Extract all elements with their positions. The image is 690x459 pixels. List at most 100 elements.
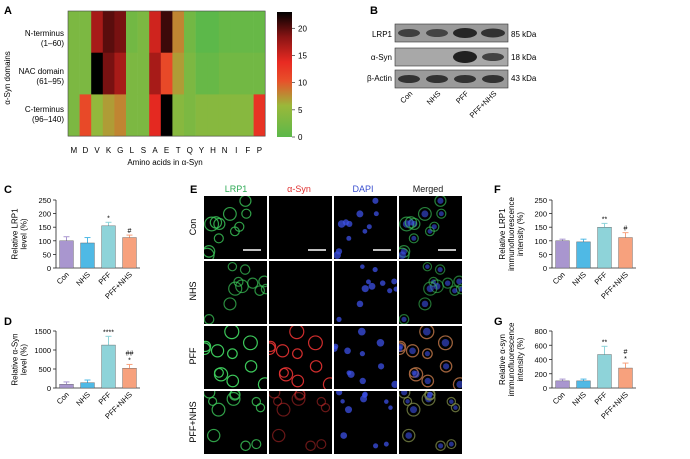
micrograph-tile	[334, 196, 397, 259]
micrograph-cell	[429, 221, 440, 232]
micrograph-cell	[437, 335, 453, 351]
micrograph-nucleus	[372, 266, 378, 273]
chart-bar	[555, 240, 570, 269]
micrograph-cell	[294, 391, 306, 400]
micrograph-cell	[273, 396, 283, 406]
chart-ytick-label: 200	[534, 370, 547, 379]
micrograph-cell	[204, 342, 211, 356]
micrograph-tile	[399, 391, 462, 454]
heatmap-xtick-label: I	[235, 146, 237, 155]
chart-ytick-label: 0	[543, 264, 547, 273]
chart-ylabel-line: Relative α-Syn	[11, 333, 20, 385]
chart-bar	[101, 225, 116, 269]
chart-ylabel: Relative α-Synlevel (%)	[11, 333, 29, 385]
blot-strip-actin	[394, 69, 509, 89]
chart-xtick-label: NHS	[570, 270, 588, 288]
heatmap-cell	[68, 94, 80, 137]
heatmap-cell	[172, 94, 185, 137]
heatmap-row-range-c: (96–140)	[32, 115, 64, 124]
micrograph-nucleus	[438, 443, 444, 449]
heatmap-cell	[218, 11, 231, 53]
heatmap-cell	[242, 94, 254, 137]
micrograph-nucleus	[334, 251, 341, 259]
micrograph-nucleus	[407, 219, 415, 226]
chart-ytick-label: 250	[38, 196, 51, 205]
chart-ytick-label: 150	[534, 223, 547, 232]
micrograph-nucleus	[340, 399, 345, 404]
heatmap-cell	[137, 11, 150, 53]
blot-label-actin: β-Actin	[367, 74, 392, 83]
micrograph-cell	[435, 440, 446, 452]
heatmap-cell	[160, 52, 173, 95]
chart-ylabel-line: immunofluorescence	[507, 197, 516, 271]
micrograph-cell	[269, 391, 281, 399]
micro-row-pff: PFF	[188, 347, 198, 365]
micrograph-nucleus	[405, 399, 410, 404]
micrograph-nucleus	[426, 285, 434, 293]
micrograph-cell	[422, 348, 433, 360]
micrograph-cell	[239, 264, 251, 275]
heatmap-cell	[184, 52, 196, 95]
chart-ytick-label: 0	[47, 384, 51, 393]
blot-kda-asyn: 18 kDa	[511, 53, 537, 62]
micrograph-cell	[424, 391, 436, 401]
micrograph-nucleus	[383, 441, 389, 447]
micrograph-cell	[404, 216, 418, 229]
chart-bar	[122, 237, 137, 269]
chart-significance-label: ##	[126, 350, 134, 357]
heatmap-cell	[91, 94, 104, 137]
chart-bar	[59, 384, 74, 389]
chart-bar	[618, 367, 633, 389]
colorbar-tick-label: 20	[298, 24, 307, 33]
micrograph-tile	[334, 326, 397, 389]
heatmap-cell	[242, 11, 254, 53]
chart-ylabel-line: intensity (%)	[516, 337, 525, 381]
heatmap-cell	[253, 94, 266, 137]
micrograph-nucleus	[399, 345, 403, 352]
colorbar-tick-label: 0	[298, 133, 303, 142]
chart-bar	[576, 380, 591, 389]
micrograph-nucleus	[437, 197, 444, 204]
micrograph-tile	[269, 326, 332, 389]
chart-significance-label: *	[624, 356, 627, 363]
micrograph-nucleus	[368, 282, 376, 290]
band-asyn-pff	[453, 51, 477, 63]
micrograph-nucleus	[421, 300, 429, 308]
blot-strip-lrp1	[394, 23, 509, 43]
micrograph-nucleus	[373, 443, 379, 449]
micrograph-cell	[257, 377, 267, 389]
band-actin-pff	[454, 75, 476, 83]
heatmap-cell	[195, 52, 208, 95]
micrograph-cell	[228, 281, 243, 296]
micrograph-nucleus	[359, 377, 366, 385]
heatmap-xtick-label: L	[130, 146, 135, 155]
heatmap-frame	[67, 10, 266, 137]
chart-xtick-label: PFF	[97, 270, 114, 287]
micrograph-cell	[269, 340, 277, 353]
micrograph-cell	[399, 391, 411, 399]
micrograph-nucleus	[376, 339, 385, 347]
micrograph-cell	[278, 367, 294, 382]
micrograph-nucleus	[412, 370, 420, 378]
heatmap-xtick-label: S	[141, 146, 146, 155]
chart-bar	[555, 380, 570, 389]
chart-xtick-label: PFF	[97, 390, 114, 407]
band-lrp1-nhs	[426, 29, 448, 37]
micrograph-cell	[276, 402, 291, 417]
heatmap-xtick-label: M	[70, 146, 77, 155]
panel-a: A α-Syn domains N-terminus (1–60) NAC do…	[3, 5, 307, 167]
micrograph-nucleus	[361, 392, 368, 398]
band-lrp1-pff	[453, 28, 477, 38]
chart-bar	[80, 382, 95, 389]
micrograph-nucleus	[424, 377, 431, 385]
micrograph-nucleus	[344, 347, 351, 355]
heatmap-cell	[172, 11, 185, 53]
heatmap-row-label-nac: NAC domain	[19, 67, 64, 76]
micrograph-nucleus	[384, 399, 389, 404]
micrograph-nucleus	[388, 405, 393, 410]
chart-significance-label: #	[624, 349, 628, 356]
chart-ytick-label: 0	[543, 384, 547, 393]
heatmap-cell	[102, 11, 115, 53]
micrograph-nucleus	[393, 286, 397, 292]
heatmap-cell	[172, 52, 185, 95]
